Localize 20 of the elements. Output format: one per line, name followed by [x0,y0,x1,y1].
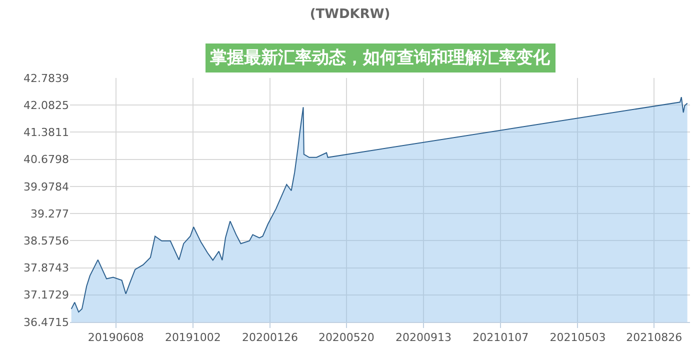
y-tick-label: 38.5756 [24,234,69,248]
y-tick-label: 39.277 [30,207,69,220]
x-tick-label: 20190608 [88,331,144,344]
y-tick-label: 36.4715 [24,316,69,329]
y-tick-label: 40.6798 [24,153,69,166]
x-tick-label: 20210107 [472,331,529,344]
x-tick-label: 20191002 [164,331,221,344]
chart-title: (TWDKRW) [310,6,390,22]
x-tick-label: 20200126 [242,331,298,344]
y-tick-label: 42.7839 [24,72,69,85]
x-tick-label: 20200520 [318,331,374,344]
y-tick-label: 37.1729 [24,288,69,302]
x-tick-label: 20210826 [626,331,682,344]
x-tick-label: 20210503 [550,331,606,344]
y-tick-label: 41.3811 [24,126,69,140]
x-tick-label: 20200913 [396,331,452,344]
text: 掌握最新汇率动态，如何查询和理解汇率变化 [210,48,551,68]
y-tick-label: 37.8743 [24,262,69,275]
y-tick-label: 39.9784 [24,180,69,194]
y-tick-label: 42.0825 [24,98,69,112]
